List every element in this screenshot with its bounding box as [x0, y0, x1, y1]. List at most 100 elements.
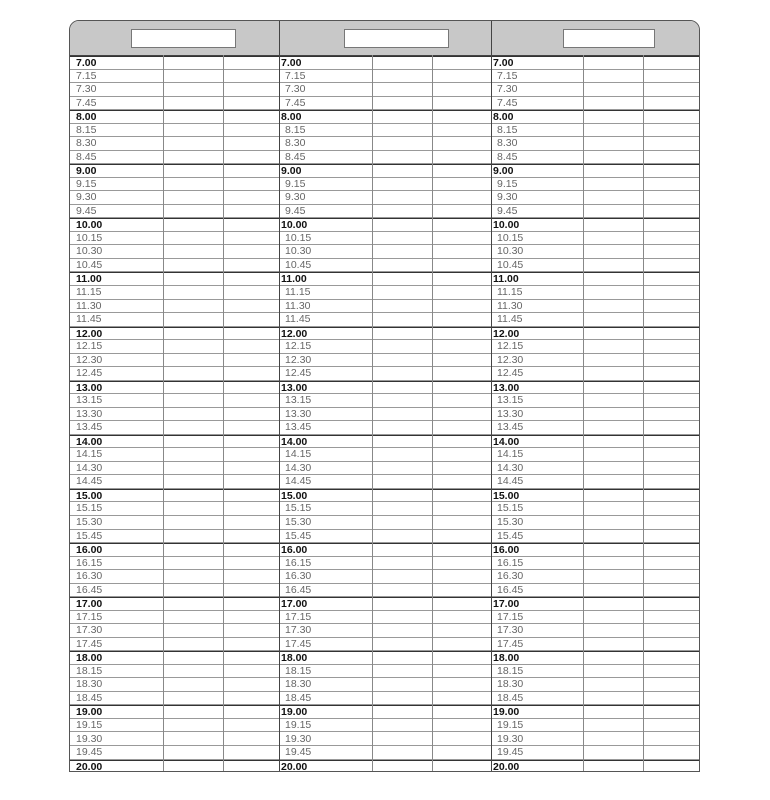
- time-row[interactable]: 15.30: [491, 516, 699, 530]
- time-row[interactable]: 12.45: [491, 367, 699, 381]
- time-row[interactable]: 19.45: [279, 746, 491, 760]
- time-row[interactable]: 7.00: [491, 56, 699, 70]
- time-row[interactable]: 14.30: [70, 462, 279, 476]
- time-row[interactable]: 10.45: [70, 259, 279, 273]
- time-row[interactable]: 7.15: [491, 70, 699, 84]
- time-row[interactable]: 14.15: [491, 448, 699, 462]
- time-row[interactable]: 14.45: [491, 475, 699, 489]
- time-row[interactable]: 13.00: [70, 380, 279, 395]
- time-row[interactable]: 19.00: [279, 705, 491, 719]
- time-row[interactable]: 20.00: [70, 759, 279, 771]
- time-row[interactable]: 19.30: [491, 733, 699, 747]
- time-row[interactable]: 11.15: [279, 286, 491, 300]
- time-row[interactable]: 15.45: [70, 530, 279, 544]
- time-row[interactable]: 13.15: [279, 394, 491, 408]
- time-row[interactable]: 17.45: [491, 638, 699, 652]
- time-row[interactable]: 15.15: [70, 502, 279, 516]
- time-row[interactable]: 10.00: [491, 218, 699, 232]
- time-row[interactable]: 10.45: [491, 259, 699, 273]
- time-row[interactable]: 9.15: [70, 178, 279, 192]
- time-row[interactable]: 14.00: [279, 434, 491, 449]
- time-row[interactable]: 17.30: [70, 624, 279, 638]
- time-row[interactable]: 13.30: [279, 408, 491, 422]
- time-row[interactable]: 16.45: [491, 584, 699, 598]
- time-row[interactable]: 16.15: [279, 557, 491, 571]
- time-row[interactable]: 13.45: [70, 421, 279, 435]
- time-row[interactable]: 17.15: [491, 611, 699, 625]
- time-row[interactable]: 10.15: [491, 232, 699, 246]
- time-row[interactable]: 16.00: [491, 543, 699, 557]
- time-row[interactable]: 17.45: [279, 638, 491, 652]
- time-row[interactable]: 17.00: [70, 597, 279, 611]
- time-row[interactable]: 18.45: [279, 692, 491, 706]
- time-row[interactable]: 9.45: [491, 205, 699, 219]
- time-row[interactable]: 8.30: [491, 137, 699, 151]
- time-row[interactable]: 18.00: [279, 651, 491, 665]
- time-row[interactable]: 10.30: [491, 245, 699, 259]
- time-row[interactable]: 14.30: [279, 462, 491, 476]
- time-row[interactable]: 7.30: [491, 83, 699, 97]
- time-row[interactable]: 15.15: [279, 502, 491, 516]
- time-row[interactable]: 10.00: [70, 218, 279, 232]
- time-row[interactable]: 18.30: [279, 678, 491, 692]
- time-row[interactable]: 13.15: [491, 394, 699, 408]
- time-row[interactable]: 18.30: [491, 678, 699, 692]
- day-title-field-2[interactable]: [344, 29, 449, 48]
- time-row[interactable]: 16.00: [70, 543, 279, 557]
- time-row[interactable]: 7.15: [70, 70, 279, 84]
- time-row[interactable]: 12.00: [491, 326, 699, 341]
- time-row[interactable]: 8.00: [70, 110, 279, 124]
- time-row[interactable]: 18.15: [70, 665, 279, 679]
- time-row[interactable]: 16.45: [70, 584, 279, 598]
- time-row[interactable]: 8.00: [279, 110, 491, 124]
- time-row[interactable]: 17.45: [70, 638, 279, 652]
- time-row[interactable]: 12.30: [279, 354, 491, 368]
- time-row[interactable]: 7.00: [279, 56, 491, 70]
- time-row[interactable]: 10.15: [70, 232, 279, 246]
- time-row[interactable]: 11.45: [70, 313, 279, 327]
- time-row[interactable]: 7.45: [70, 97, 279, 111]
- time-row[interactable]: 19.15: [279, 719, 491, 733]
- time-row[interactable]: 11.15: [70, 286, 279, 300]
- time-row[interactable]: 12.15: [279, 340, 491, 354]
- time-row[interactable]: 11.30: [70, 300, 279, 314]
- time-row[interactable]: 11.00: [70, 272, 279, 286]
- time-row[interactable]: 8.30: [70, 137, 279, 151]
- time-row[interactable]: 9.00: [279, 164, 491, 178]
- time-row[interactable]: 18.15: [279, 665, 491, 679]
- day-title-field-1[interactable]: [131, 29, 236, 48]
- time-row[interactable]: 7.45: [279, 97, 491, 111]
- time-row[interactable]: 11.45: [279, 313, 491, 327]
- time-row[interactable]: 11.30: [491, 300, 699, 314]
- time-row[interactable]: 12.30: [70, 354, 279, 368]
- time-row[interactable]: 13.45: [491, 421, 699, 435]
- time-row[interactable]: 16.45: [279, 584, 491, 598]
- time-row[interactable]: 19.15: [491, 719, 699, 733]
- time-row[interactable]: 19.00: [70, 705, 279, 719]
- time-row[interactable]: 7.00: [70, 56, 279, 70]
- time-row[interactable]: 14.45: [279, 475, 491, 489]
- time-row[interactable]: 15.00: [70, 488, 279, 503]
- time-row[interactable]: 18.00: [70, 651, 279, 665]
- time-row[interactable]: 14.15: [279, 448, 491, 462]
- time-row[interactable]: 8.30: [279, 137, 491, 151]
- time-row[interactable]: 11.45: [491, 313, 699, 327]
- time-row[interactable]: 17.30: [279, 624, 491, 638]
- time-row[interactable]: 13.00: [279, 380, 491, 395]
- time-row[interactable]: 8.45: [70, 151, 279, 165]
- time-row[interactable]: 19.00: [491, 705, 699, 719]
- time-row[interactable]: 19.30: [279, 733, 491, 747]
- time-row[interactable]: 8.00: [491, 110, 699, 124]
- time-row[interactable]: 12.30: [491, 354, 699, 368]
- time-row[interactable]: 9.30: [491, 191, 699, 205]
- time-row[interactable]: 16.15: [70, 557, 279, 571]
- time-row[interactable]: 17.00: [279, 597, 491, 611]
- time-row[interactable]: 9.15: [491, 178, 699, 192]
- time-row[interactable]: 18.00: [491, 651, 699, 665]
- time-row[interactable]: 18.15: [491, 665, 699, 679]
- time-row[interactable]: 13.30: [70, 408, 279, 422]
- time-row[interactable]: 15.30: [70, 516, 279, 530]
- time-row[interactable]: 10.00: [279, 218, 491, 232]
- time-row[interactable]: 12.45: [279, 367, 491, 381]
- time-row[interactable]: 16.30: [279, 570, 491, 584]
